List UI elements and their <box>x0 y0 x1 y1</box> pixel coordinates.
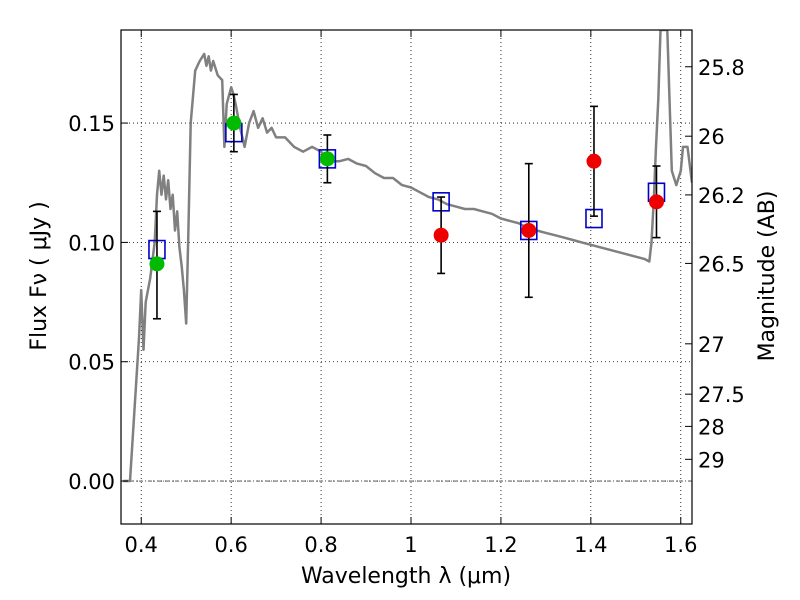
magnitude-tick-label: 28 <box>698 415 725 439</box>
magnitude-tick-label: 25.8 <box>698 56 745 80</box>
axes: 0.4 0.6 0.8 1 1.2 1.4 1.6 0.00 0.05 0.10 0.15 25.8 2… <box>68 30 745 557</box>
x-tick-label: 0.6 <box>214 533 247 557</box>
magnitude-tick-label: 27.5 <box>698 383 745 407</box>
observed-point-nondetection <box>586 153 602 169</box>
magnitude-tick-label: 29 <box>698 448 725 472</box>
magnitude-tick-label: 26.2 <box>698 184 745 208</box>
magnitude-tick-label: 26 <box>698 125 725 149</box>
x-tick-label: 0.8 <box>304 533 337 557</box>
observed-point-detection <box>149 256 165 272</box>
x-tick-label: 1.6 <box>664 533 697 557</box>
x-tick-label: 1 <box>404 533 417 557</box>
observed-point-detection <box>319 151 335 167</box>
observed-point-nondetection <box>521 222 537 238</box>
x-axis-label: Wavelength λ (μm) <box>301 564 511 589</box>
magnitude-tick-label: 27 <box>698 333 725 357</box>
x-tick-label: 1.4 <box>574 533 607 557</box>
y-tick-label: 0.00 <box>68 470 115 494</box>
x-tick-label: 1.2 <box>484 533 517 557</box>
observed-point-detection <box>226 115 242 131</box>
grid-lines <box>121 30 692 524</box>
data-marks <box>148 93 666 320</box>
right-axis-label: Magnitude (AB) <box>755 191 780 362</box>
observed-point-nondetection <box>433 227 449 243</box>
plot-area <box>123 30 692 483</box>
observed-point-nondetection <box>648 194 664 210</box>
magnitude-tick-label: 26.5 <box>698 252 745 276</box>
y-axis-label: Flux Fν ( μJy ) <box>27 201 52 350</box>
plot-frame <box>120 29 693 525</box>
x-tick-label: 0.4 <box>125 533 158 557</box>
y-tick-label: 0.15 <box>68 112 115 136</box>
y-tick-label: 0.10 <box>68 231 115 255</box>
model-sed-line <box>123 30 692 483</box>
y-tick-label: 0.05 <box>68 351 115 375</box>
